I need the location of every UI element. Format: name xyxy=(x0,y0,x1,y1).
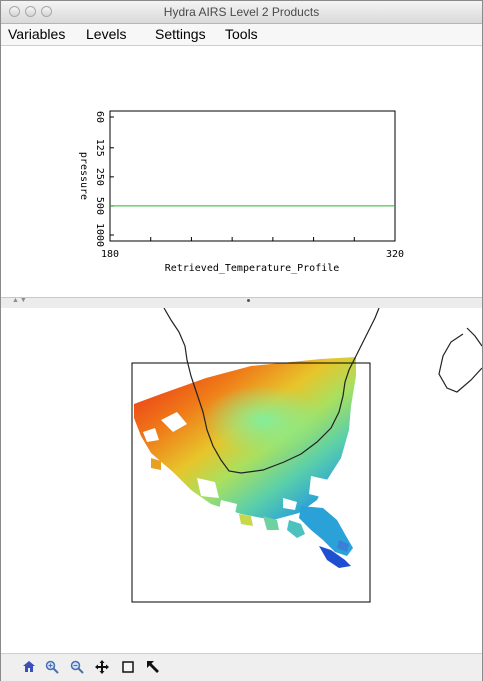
y-tick-label: 60 xyxy=(94,111,105,123)
x-minor-ticks xyxy=(150,237,355,241)
menu-variables[interactable]: Variables xyxy=(8,26,66,42)
window-title: Hydra AIRS Level 2 Products xyxy=(163,5,320,19)
zoom-window-button[interactable] xyxy=(41,6,52,17)
x-axis-label: Retrieved_Temperature_Profile xyxy=(165,263,340,274)
x-tick-labels: 180 320 xyxy=(101,249,404,260)
title-bar[interactable]: Hydra AIRS Level 2 Products xyxy=(1,1,482,24)
x-tick-label: 320 xyxy=(386,249,404,260)
zoom-in-icon[interactable] xyxy=(44,659,60,675)
menu-levels[interactable]: Levels xyxy=(86,26,127,42)
plot-frame xyxy=(109,110,396,242)
map-toolbar xyxy=(1,653,482,681)
pointer-arrow-icon[interactable] xyxy=(145,659,161,675)
split-arrows-icon[interactable]: ▲▼ xyxy=(12,297,28,304)
profile-plot-pane[interactable]: 60 125 250 500 1000 180 320 pressure Retrieve… xyxy=(1,46,482,297)
temperature-swath xyxy=(134,357,356,568)
y-tick-label: 125 xyxy=(94,139,105,157)
profile-chart: 60 125 250 500 1000 180 320 pressure Retrieve… xyxy=(78,110,404,274)
y-tick-label: 500 xyxy=(94,197,105,215)
y-tick-label: 1000 xyxy=(94,223,105,247)
coastline xyxy=(163,308,482,474)
menu-tools[interactable]: Tools xyxy=(225,26,258,42)
map-display[interactable] xyxy=(1,308,482,653)
x-tick-label: 180 xyxy=(101,249,119,260)
pan-icon[interactable] xyxy=(94,659,110,675)
y-tick-labels: 60 125 250 500 1000 xyxy=(94,111,114,247)
menu-bar: Variables Levels Settings Tools xyxy=(1,24,482,46)
map-canvas xyxy=(131,308,482,603)
divider-grip-icon[interactable] xyxy=(247,299,250,302)
y-tick-label: 250 xyxy=(94,168,105,186)
zoom-out-icon[interactable] xyxy=(69,659,85,675)
minimize-window-button[interactable] xyxy=(25,6,36,17)
home-icon[interactable] xyxy=(21,659,37,675)
close-window-button[interactable] xyxy=(9,6,20,17)
menu-settings[interactable]: Settings xyxy=(155,26,206,42)
zoom-rect-icon[interactable] xyxy=(120,659,136,675)
y-axis-label: pressure xyxy=(78,152,89,200)
region-box xyxy=(131,362,371,603)
